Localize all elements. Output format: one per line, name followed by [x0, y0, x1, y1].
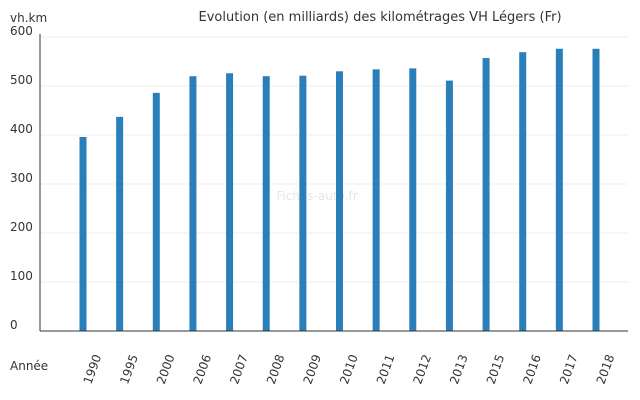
- bars: [79, 48, 600, 332]
- y-tick-label: 500: [10, 73, 33, 87]
- x-axis-label: Année: [10, 359, 48, 373]
- x-tick-label: 1995: [117, 353, 141, 386]
- bar-2000: [152, 92, 160, 331]
- y-tick-labels: 0 100 200 300 400 500 600: [10, 24, 33, 332]
- x-tick-label: 2007: [227, 353, 251, 386]
- bar-2011: [372, 69, 380, 331]
- x-tick-labels: 1990 1995 2000 2006 2007 2008 2009 2010 2011 2012…: [81, 353, 618, 386]
- bar-1995: [116, 116, 124, 332]
- x-tick-label: 2010: [337, 353, 361, 386]
- y-tick-label: 0: [10, 318, 18, 332]
- x-tick-label: 2018: [594, 353, 618, 386]
- x-tick-label: 2017: [557, 353, 581, 386]
- x-tick-label: 2008: [264, 353, 288, 386]
- bar-1990: [79, 136, 87, 331]
- bar-2015: [482, 58, 490, 331]
- x-tick-label: 2000: [154, 353, 178, 386]
- bar-2008: [262, 76, 270, 331]
- bar-2009: [299, 75, 307, 332]
- x-tick-label: 2009: [301, 353, 325, 386]
- x-tick-label: 2015: [484, 353, 508, 386]
- y-axis-label: vh.km: [10, 11, 47, 25]
- bar-2012: [409, 68, 417, 332]
- bar-2017: [555, 48, 563, 331]
- bar-2018: [592, 48, 600, 331]
- x-tick-label: 2012: [410, 353, 434, 386]
- y-tick-label: 400: [10, 122, 33, 136]
- x-tick-label: 1990: [81, 353, 105, 386]
- watermark: Fiches-auto.fr: [276, 189, 357, 203]
- y-tick-label: 200: [10, 220, 33, 234]
- y-tick-label: 300: [10, 171, 33, 185]
- bar-2016: [519, 52, 527, 331]
- gridlines: [40, 36, 628, 283]
- bar-2013: [445, 80, 453, 331]
- bar-2007: [226, 73, 234, 331]
- x-tick-label: 2011: [374, 353, 398, 386]
- y-tick-label: 600: [10, 24, 33, 38]
- y-tick-label: 100: [10, 269, 33, 283]
- x-tick-label: 2013: [447, 353, 471, 386]
- bar-2010: [336, 71, 343, 332]
- chart-title: Evolution (en milliards) des kilométrage…: [198, 10, 561, 25]
- x-tick-label: 2016: [520, 353, 544, 386]
- x-tick-label: 2006: [191, 353, 215, 386]
- bar-2006: [189, 76, 197, 331]
